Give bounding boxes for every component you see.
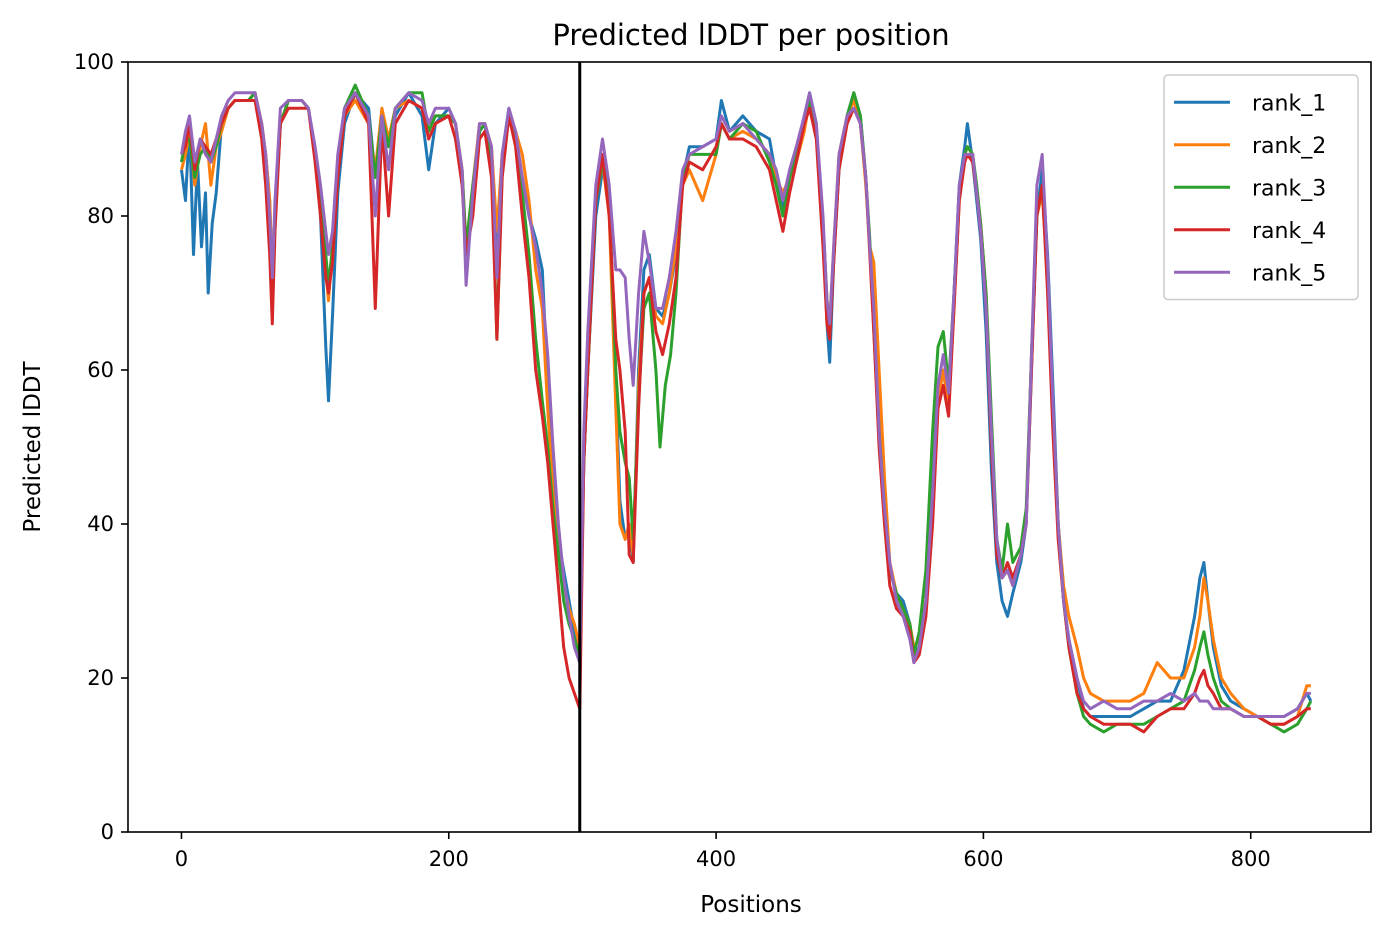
x-tick-label: 0 — [175, 847, 188, 871]
legend-label-rank_4: rank_4 — [1252, 219, 1326, 244]
axes-frame — [127, 61, 1372, 833]
x-tick-label: 200 — [429, 847, 469, 871]
x-axis-label: Positions — [700, 892, 802, 918]
y-tick-label: 40 — [87, 512, 114, 536]
x-tick-label: 600 — [963, 847, 1003, 871]
legend-label-rank_2: rank_2 — [1252, 134, 1326, 159]
x-tick-label: 400 — [696, 847, 736, 871]
plot-area — [180, 62, 1313, 832]
y-axis-label: Predicted lDDT — [20, 360, 46, 532]
chart-title: Predicted lDDT per position — [552, 18, 949, 52]
y-tick-label: 100 — [74, 50, 114, 74]
legend-box — [1163, 74, 1359, 301]
series-line-rank_5 — [180, 91, 1311, 718]
x-tick-label: 800 — [1231, 847, 1271, 871]
series-lines — [180, 83, 1313, 734]
y-tick-label: 60 — [87, 358, 114, 382]
legend-label-rank_1: rank_1 — [1252, 91, 1326, 116]
legend-label-rank_3: rank_3 — [1252, 176, 1326, 201]
y-tick-label: 0 — [101, 820, 114, 844]
axes: 0 200 400 600 800 0 20 40 60 80 100 — [74, 50, 1372, 871]
legend: rank_1 rank_2 rank_3 rank_4 rank_5 — [1163, 74, 1359, 301]
y-tick-label: 20 — [87, 666, 114, 690]
y-tick-label: 80 — [87, 204, 114, 228]
legend-label-rank_5: rank_5 — [1252, 261, 1326, 286]
